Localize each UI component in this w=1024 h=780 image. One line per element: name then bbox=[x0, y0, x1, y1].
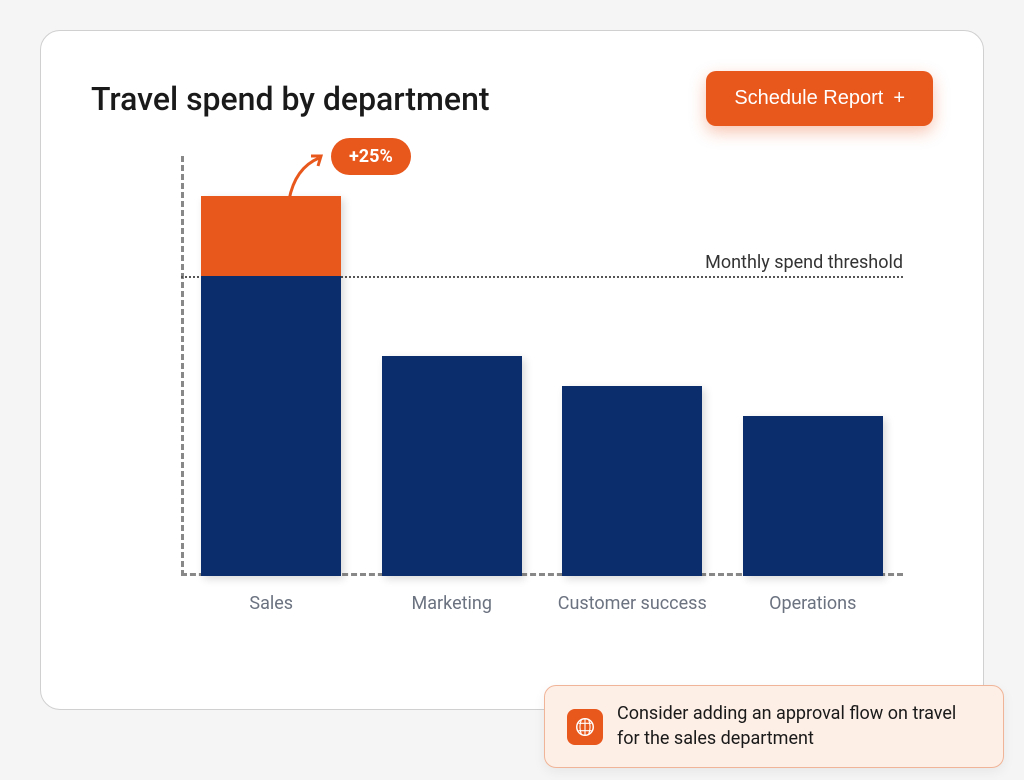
ai-suggestion-icon bbox=[567, 709, 603, 745]
bar bbox=[743, 416, 883, 576]
card-title: Travel spend by department bbox=[91, 80, 490, 118]
chart-card: Travel spend by department Schedule Repo… bbox=[40, 30, 984, 710]
plus-icon: + bbox=[893, 87, 905, 110]
bar-label: Sales bbox=[173, 592, 369, 615]
schedule-report-button[interactable]: Schedule Report + bbox=[706, 71, 933, 126]
bar-label: Operations bbox=[715, 592, 911, 615]
bar bbox=[562, 386, 702, 576]
bar-group: Operations bbox=[743, 416, 883, 576]
bar-label: Marketing bbox=[354, 592, 550, 615]
bar-group: Sales bbox=[201, 196, 341, 576]
bar-overage bbox=[201, 196, 341, 276]
bar bbox=[382, 356, 522, 576]
bars-container: Sales Marketing Customer success Operations bbox=[201, 156, 883, 576]
suggestion-callout[interactable]: Consider adding an approval flow on trav… bbox=[544, 685, 1004, 768]
bar-group: Customer success bbox=[562, 386, 702, 576]
card-header: Travel spend by department Schedule Repo… bbox=[91, 71, 933, 126]
bar bbox=[201, 196, 341, 576]
y-axis bbox=[181, 156, 184, 576]
bar-chart: Monthly spend threshold +25% SalesMarket… bbox=[181, 156, 903, 636]
bar-label: Customer success bbox=[534, 592, 730, 615]
bar-group: Marketing bbox=[382, 356, 522, 576]
suggestion-text: Consider adding an approval flow on trav… bbox=[617, 702, 981, 751]
schedule-report-label: Schedule Report bbox=[734, 87, 883, 110]
